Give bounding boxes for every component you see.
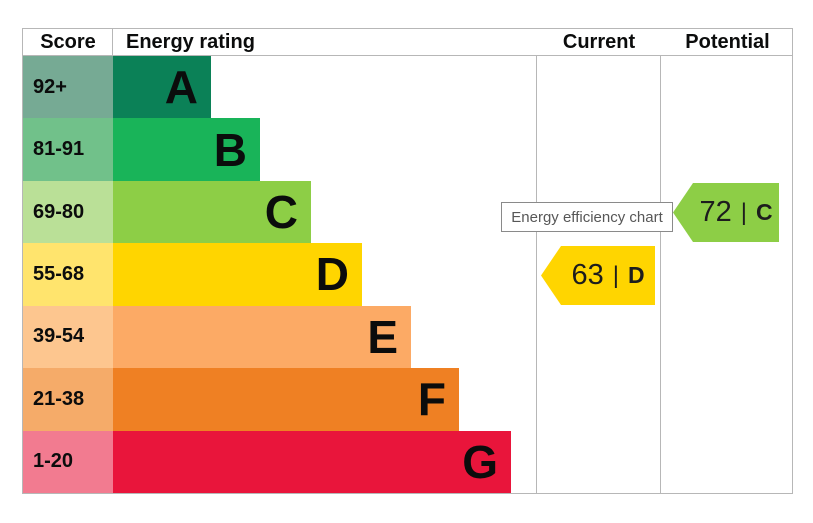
potential-rating-arrow: 72 | C bbox=[673, 183, 779, 242]
header-potential: Potential bbox=[685, 30, 770, 53]
header-current: Current bbox=[562, 30, 636, 53]
score-range: 69-80 bbox=[23, 180, 113, 244]
score-range: 55-68 bbox=[23, 243, 113, 306]
band-letter: A bbox=[164, 61, 198, 114]
band-letter: C bbox=[264, 186, 298, 239]
epc-table[interactable]: Score Energy rating Current Potential 92… bbox=[22, 28, 793, 494]
potential-value: 72 bbox=[699, 196, 732, 228]
score-range: 39-54 bbox=[23, 305, 113, 369]
current-divider: | bbox=[612, 261, 619, 289]
band-bar-f: F bbox=[113, 368, 459, 431]
header-energy-rating: Energy rating bbox=[126, 30, 255, 53]
band-row-d: 55-68 D bbox=[23, 243, 792, 306]
potential-column-divider bbox=[660, 29, 661, 493]
band-row-a: 92+ A bbox=[23, 56, 792, 119]
band-row-g: 1-20 G bbox=[23, 430, 792, 493]
band-bar-d: D bbox=[113, 243, 362, 306]
band-row-b: 81-91 B bbox=[23, 118, 792, 181]
band-row-f: 21-38 F bbox=[23, 368, 792, 431]
score-range: 21-38 bbox=[23, 368, 113, 431]
potential-divider: | bbox=[740, 198, 747, 226]
score-range: 92+ bbox=[23, 56, 113, 119]
band-bar-e: E bbox=[113, 305, 411, 369]
current-value: 63 bbox=[571, 259, 604, 291]
hover-tooltip: Energy efficiency chart bbox=[501, 202, 673, 232]
band-bar-c: C bbox=[113, 180, 311, 244]
potential-band-letter: C bbox=[755, 199, 773, 225]
score-column-divider bbox=[112, 29, 113, 56]
band-letter: D bbox=[315, 248, 349, 301]
band-bar-g: G bbox=[113, 430, 511, 493]
band-row-c: 69-80 C bbox=[23, 180, 792, 244]
band-letter: B bbox=[213, 123, 247, 176]
band-row-e: 39-54 E bbox=[23, 305, 792, 369]
current-column-divider bbox=[536, 29, 537, 493]
score-range: 81-91 bbox=[23, 118, 113, 181]
band-letter: E bbox=[367, 310, 398, 363]
band-bar-a: A bbox=[113, 56, 211, 119]
current-band-letter: D bbox=[627, 262, 645, 288]
current-rating-arrow: 63 | D bbox=[541, 246, 655, 305]
band-letter: F bbox=[417, 373, 446, 426]
band-rows: 92+ A 81-91 B 69-80 C 55-68 D 39-54 E 21-38 F 1-20 G bbox=[23, 56, 792, 493]
band-letter: G bbox=[462, 435, 498, 488]
table-header: Score Energy rating Current Potential bbox=[23, 29, 792, 56]
score-range: 1-20 bbox=[23, 430, 113, 493]
header-score: Score bbox=[40, 30, 96, 53]
band-bar-b: B bbox=[113, 118, 260, 181]
